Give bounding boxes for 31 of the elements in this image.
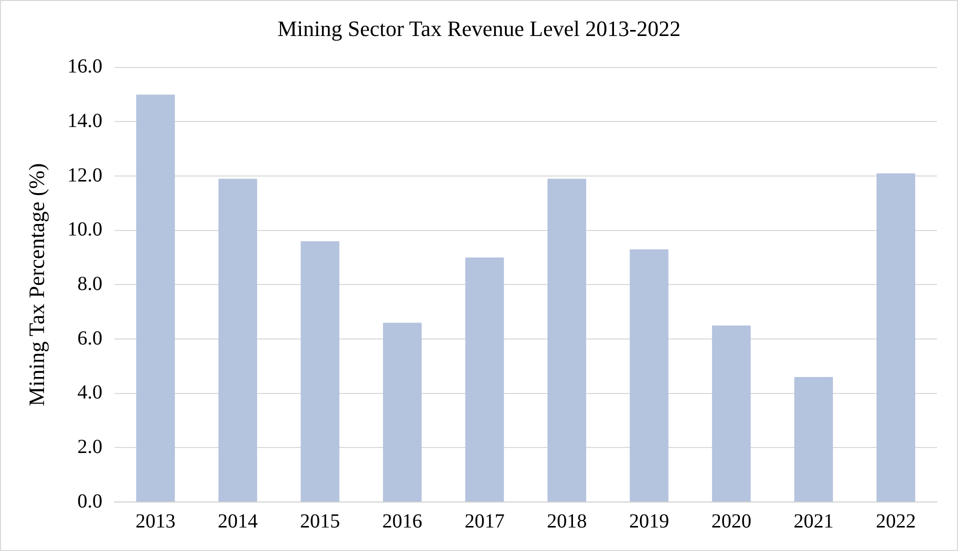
bar xyxy=(218,178,258,502)
bar xyxy=(300,241,340,502)
bar xyxy=(548,178,586,502)
y-tick-label: 12.0 xyxy=(67,164,102,186)
y-tick-label: 4.0 xyxy=(77,382,102,404)
bar xyxy=(382,322,422,502)
x-tick-label: 2022 xyxy=(876,510,916,532)
y-tick-label: 10.0 xyxy=(67,218,102,241)
y-axis-title: Mining Tax Percentage (%) xyxy=(24,163,49,406)
bar xyxy=(136,94,175,502)
bar xyxy=(712,325,751,502)
x-tick-label: 2016 xyxy=(382,510,422,532)
y-tick-label: 8.0 xyxy=(77,272,102,295)
x-tick-label: 2015 xyxy=(300,510,340,532)
y-tick-label: 6.0 xyxy=(77,327,102,350)
bar xyxy=(794,377,833,502)
x-tick-label: 2017 xyxy=(464,510,505,532)
y-tick-label: 2.0 xyxy=(77,436,102,458)
x-tick-label: 2013 xyxy=(136,510,176,532)
x-tick-label: 2018 xyxy=(546,510,587,532)
bar xyxy=(630,249,668,502)
x-tick-label: 2014 xyxy=(218,510,258,532)
y-tick-label: 14.0 xyxy=(67,110,102,132)
chart-title: Mining Sector Tax Revenue Level 2013-2022 xyxy=(277,16,681,41)
x-tick-label: 2020 xyxy=(711,510,752,532)
bar xyxy=(876,173,916,502)
bar xyxy=(465,258,504,502)
y-tick-label: 16.0 xyxy=(67,56,102,78)
x-tick-label: 2021 xyxy=(794,510,834,532)
x-tick-label: 2019 xyxy=(629,510,670,532)
y-tick-label: 0.0 xyxy=(77,490,102,512)
